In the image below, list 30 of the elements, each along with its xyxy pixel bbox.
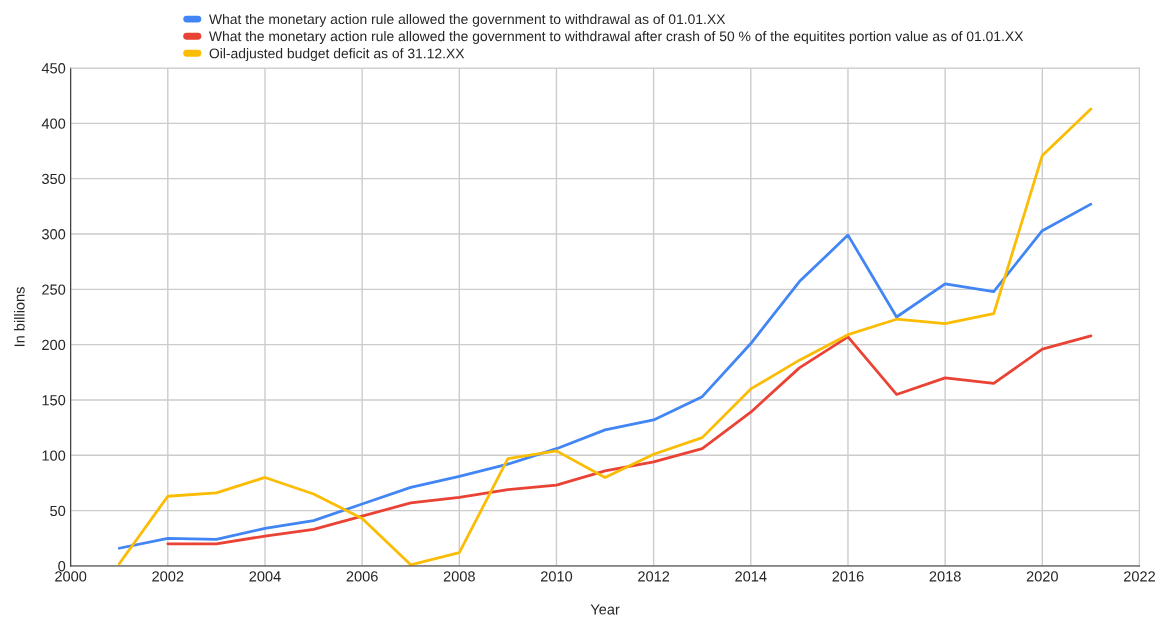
y-axis-title: In billions bbox=[13, 287, 25, 347]
line-series bbox=[117, 202, 1093, 550]
legend-label: Oil-adjusted budget deficit as of 31.12.XX bbox=[209, 48, 465, 62]
x-tick-label: 2022 bbox=[1123, 571, 1155, 582]
y-tick-label: 100 bbox=[42, 450, 66, 461]
line-series bbox=[117, 107, 1093, 566]
y-tick-label: 0 bbox=[58, 561, 66, 572]
y-tick-label: 450 bbox=[41, 63, 66, 74]
x-tick-label: 2008 bbox=[443, 571, 475, 582]
x-tick-label: 2006 bbox=[346, 571, 378, 582]
legend-label: What the monetary action rule allowed the government to withdrawal after crash of 50 % of the equitites portion value as of 01.01.XX bbox=[209, 31, 1024, 44]
y-tick-label: 250 bbox=[42, 284, 66, 295]
x-tick-label: 2016 bbox=[832, 571, 864, 582]
x-tick-label: 2000 bbox=[55, 571, 87, 582]
x-tick-label: 2020 bbox=[1026, 571, 1058, 582]
y-tick-label: 200 bbox=[42, 339, 66, 351]
x-tick-label: 2010 bbox=[540, 571, 573, 582]
x-tick-label: 2002 bbox=[152, 571, 184, 582]
y-tick-label: 150 bbox=[42, 395, 66, 406]
x-tick-label: 2004 bbox=[249, 571, 281, 582]
y-tick-label: 300 bbox=[42, 229, 66, 240]
y-tick-label: 400 bbox=[41, 118, 66, 129]
x-tick-label: 2018 bbox=[929, 571, 961, 582]
y-tick-label: 50 bbox=[50, 505, 66, 517]
x-tick-label: 2014 bbox=[735, 571, 767, 582]
y-tick-label: 350 bbox=[42, 173, 66, 185]
x-axis-title: Year bbox=[590, 604, 620, 615]
legend-label: What the monetary action rule allowed the government to withdrawal as of 01.01.XX bbox=[209, 13, 726, 27]
x-tick-label: 2012 bbox=[638, 571, 670, 582]
line-series bbox=[166, 334, 1093, 546]
